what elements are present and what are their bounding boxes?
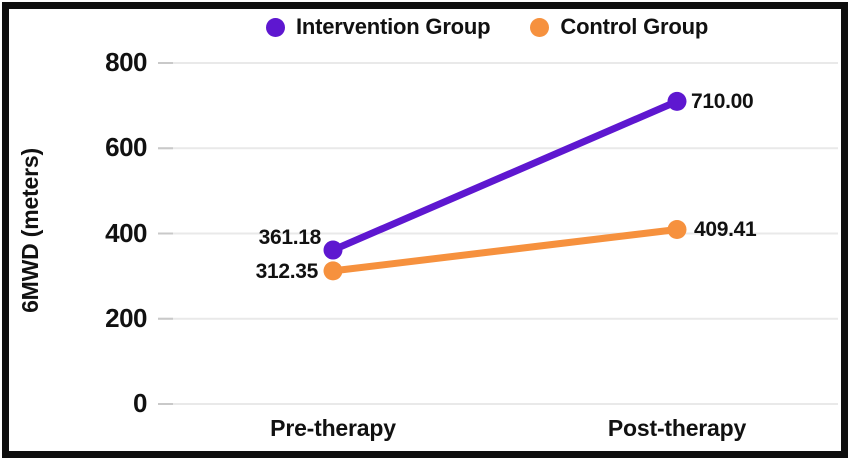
y-tick-label: 200: [105, 302, 147, 333]
intervention-group-dot-icon: [266, 17, 285, 37]
series-line-0: [329, 97, 681, 254]
data-point-marker: [323, 240, 343, 260]
y-tick-label: 0: [133, 388, 147, 418]
chart-legend: Intervention Group Control Group: [266, 14, 708, 40]
y-tick-label: 400: [105, 217, 147, 248]
legend-item-intervention-group: Intervention Group: [266, 14, 491, 40]
data-value-label: 361.18: [258, 226, 322, 250]
data-point-marker: [323, 261, 343, 281]
y-tick-label: 800: [105, 47, 147, 77]
x-category-label: Post-therapy: [607, 415, 747, 441]
data-value-label: 312.35: [255, 259, 319, 283]
legend-label-intervention-group: Intervention Group: [296, 14, 491, 39]
y-axis-title: 6MWD (meters): [16, 147, 43, 313]
data-point-marker: [667, 91, 687, 111]
y-axis-title-wrap: 6MWD (meters): [6, 0, 54, 460]
legend-label-control-group: Control Group: [560, 14, 709, 39]
x-category-label: Pre-therapy: [270, 415, 396, 441]
legend-item-control-group: Control Group: [530, 14, 708, 40]
control-group-dot-icon: [530, 17, 550, 37]
series-line-1: [329, 225, 681, 275]
y-tick-label: 600: [105, 132, 147, 163]
data-value-label: 710.00: [691, 90, 754, 114]
data-point-marker: [667, 219, 687, 239]
data-value-label: 409.41: [694, 218, 757, 242]
